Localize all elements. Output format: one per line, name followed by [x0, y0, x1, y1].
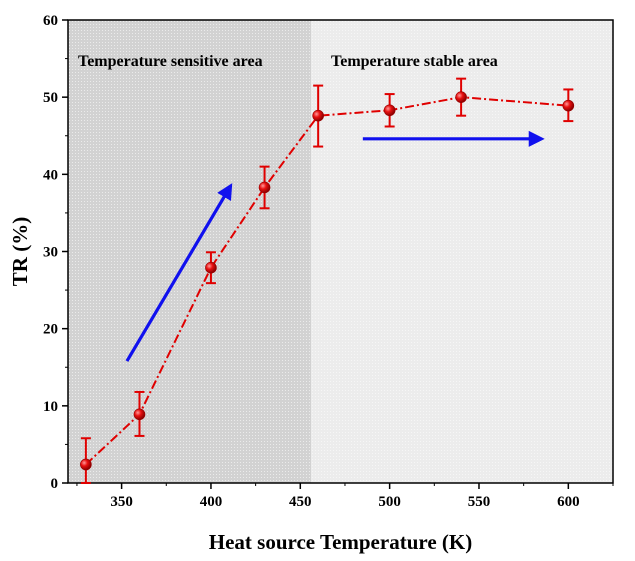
y-tick-label: 10 — [43, 399, 58, 415]
y-axis-title: TR (%) — [8, 217, 32, 286]
y-tick-label: 50 — [43, 90, 58, 106]
y-tick-label: 30 — [43, 245, 58, 261]
data-point — [312, 109, 324, 122]
data-point — [258, 181, 271, 194]
data-series — [80, 77, 575, 484]
y-tick-label: 20 — [43, 322, 58, 338]
data-point — [133, 408, 146, 421]
region-label-stable: Temperature stable area — [331, 53, 498, 70]
x-tick-label: 600 — [557, 494, 580, 510]
x-tick-label: 450 — [289, 494, 312, 510]
background-regions — [68, 20, 613, 483]
region-texture-0 — [68, 20, 312, 483]
x-tick-label: 550 — [468, 494, 491, 510]
data-point — [562, 99, 575, 112]
y-tick-label: 0 — [51, 476, 59, 492]
x-tick-label: 500 — [378, 494, 401, 510]
series-line-0 — [85, 96, 569, 466]
axes: 350 400 450 500 550 600 0 10 20 30 40 50 60 — [43, 13, 614, 510]
x-axis-title: Heat source Temperature (K) — [209, 530, 472, 554]
trend-arrow-0 — [125, 183, 233, 362]
data-point — [205, 261, 217, 274]
annotations — [125, 130, 545, 362]
x-tick-label: 350 — [110, 494, 133, 510]
x-tick-label: 400 — [200, 494, 223, 510]
data-point — [383, 104, 396, 117]
y-tick-label: 60 — [43, 13, 58, 29]
region-label-sensitive: Temperature sensitive area — [78, 53, 263, 70]
y-tick-label: 40 — [43, 167, 58, 183]
data-point — [455, 91, 467, 103]
data-point — [80, 458, 92, 471]
